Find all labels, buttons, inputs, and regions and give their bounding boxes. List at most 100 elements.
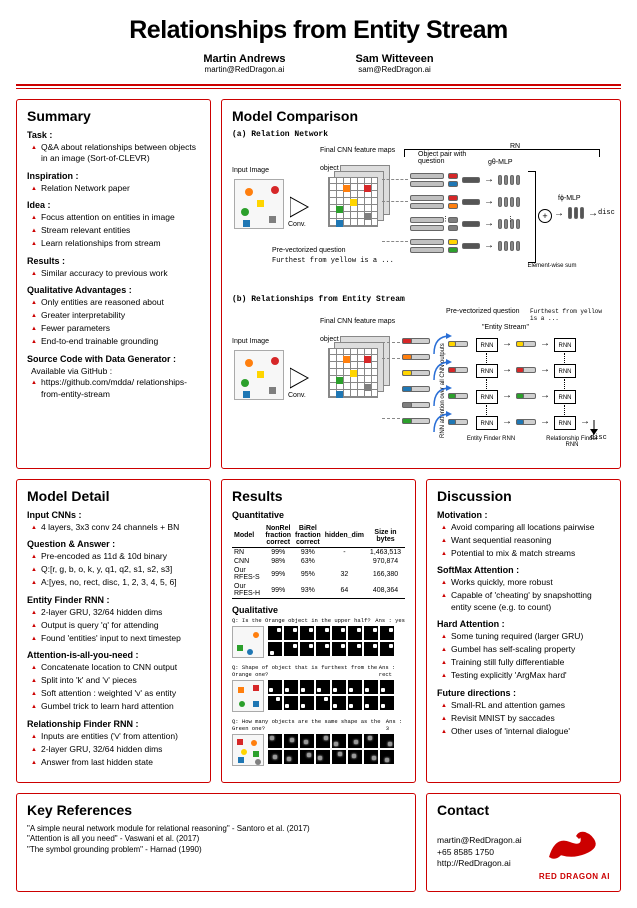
- table-cell: RN: [232, 548, 263, 558]
- qual-cell: [300, 680, 314, 694]
- results-title: Results: [232, 488, 405, 504]
- bullet-list: Avoid comparing all locations pairwiseWa…: [441, 522, 610, 559]
- qual-cell: [364, 750, 378, 764]
- qual-cell: [268, 680, 282, 694]
- qual-cell: [300, 642, 314, 656]
- authors-row: Martin Andrews martin@RedDragon.ai Sam W…: [16, 53, 621, 74]
- sum-icon: +: [538, 209, 552, 223]
- summary-title: Summary: [27, 108, 200, 124]
- bullet-item: Q:[r, g, b, o, k, y, q1, q2, s1, s2, s3]: [31, 564, 200, 575]
- model-detail-box: Model Detail Input CNNs :4 layers, 3x3 c…: [16, 479, 211, 783]
- qual-cell: [332, 680, 346, 694]
- table-cell: 970,874: [366, 557, 405, 566]
- bullet-item: Learn relationships from stream: [31, 238, 200, 249]
- bullet-item: End-to-end trainable grounding: [31, 336, 200, 347]
- bullet-list: Concatenate location to CNN outputSplit …: [31, 662, 200, 712]
- qual-row: [232, 626, 405, 658]
- section-head: Attention-is-all-you-need :: [27, 650, 200, 660]
- contact-email: martin@RedDragon.ai: [437, 835, 522, 847]
- qual-cell: [332, 750, 346, 764]
- bullet-list: 4 layers, 3x3 conv 24 channels + BN: [31, 522, 200, 533]
- discussion-box: Discussion Motivation :Avoid comparing a…: [426, 479, 621, 783]
- qual-cell: [300, 626, 314, 640]
- qual-input-image: [232, 626, 264, 658]
- section-head: Idea :: [27, 200, 200, 210]
- bullet-item: A:[yes, no, rect, disc, 1, 2, 3, 4, 5, 6…: [31, 577, 200, 588]
- diagram-label: Entity Finder RNN: [466, 436, 516, 442]
- qual-caption: Q: Shape of object that is furthest from…: [232, 664, 405, 678]
- qualitative-rows: Q: Is the Orange object in the upper hal…: [232, 617, 405, 766]
- diagram-label: ⋮: [507, 215, 514, 223]
- qual-cell: [380, 626, 394, 640]
- bullet-list: Some tuning required (larger GRU)Gumbel …: [441, 631, 610, 681]
- qual-cell: [316, 626, 330, 640]
- bullet-item: Stream relevant entities: [31, 225, 200, 236]
- diagram-label: ⋮: [442, 215, 449, 223]
- qual-caption: Q: How many objects are the same shape a…: [232, 718, 405, 732]
- table-cell: 1,463,513: [366, 548, 405, 558]
- key-references-box: Key References "A simple neural network …: [16, 793, 416, 892]
- qual-cell: [380, 734, 394, 748]
- table-row: Our RFES-H99%93%64408,364: [232, 582, 405, 599]
- table-cell: 93%: [293, 548, 323, 558]
- bullet-item: https://github.com/mdda/ relationships-f…: [31, 377, 200, 400]
- bullet-item: Inputs are entities ('v' from attention): [31, 731, 200, 742]
- table-cell: 95%: [293, 566, 323, 582]
- qual-cell: [284, 642, 298, 656]
- contact-phone: +65 8585 1750: [437, 847, 522, 859]
- qual-cell: [300, 696, 314, 710]
- table-cell: 166,380: [366, 566, 405, 582]
- relationship-finder-rnn: RNN: [554, 364, 576, 378]
- key-ref-2: "Attention is all you need" - Vaswani et…: [27, 834, 405, 844]
- section-head: Source Code with Data Generator :: [27, 354, 200, 364]
- table-header: NonRelfractioncorrect: [263, 524, 293, 548]
- qual-cell: [364, 696, 378, 710]
- section-head: Task :: [27, 130, 200, 140]
- diagram-label: disc: [598, 209, 615, 217]
- table-header: hidden_dim: [323, 524, 366, 548]
- diagram-label: object: [320, 165, 339, 172]
- qual-cell: [380, 750, 394, 764]
- panel-a-diagram: Input ImageConv.Final CNN feature mapsob…: [232, 143, 610, 293]
- table-cell: -: [323, 548, 366, 558]
- bullet-item: Q&A about relationships between objects …: [31, 142, 200, 165]
- model-comparison-box: Model Comparison (a) Relation Network In…: [221, 99, 621, 469]
- section-head: Input CNNs :: [27, 510, 200, 520]
- bullet-list: Similar accuracy to previous work: [31, 268, 200, 279]
- qual-cell: [284, 750, 298, 764]
- qual-cell: [332, 642, 346, 656]
- bullet-item: Greater interpretability: [31, 310, 200, 321]
- discussion-title: Discussion: [437, 488, 610, 504]
- qual-cell: [316, 750, 330, 764]
- entity-finder-rnn: RNN: [476, 390, 498, 404]
- diagram-label: "Entity Stream": [482, 324, 529, 331]
- qual-cell: [348, 696, 362, 710]
- bullet-list: Focus attention on entities in imageStre…: [31, 212, 200, 249]
- qual-cell: [380, 680, 394, 694]
- table-cell: 63%: [293, 557, 323, 566]
- diagram-label: Element-wise sum: [522, 263, 582, 269]
- diagram-label: Conv.: [288, 221, 306, 228]
- qual-cell: [348, 626, 362, 640]
- section-head: Entity Finder RNN :: [27, 595, 200, 605]
- bullet-item: Answer from last hidden state: [31, 757, 200, 768]
- qual-cell: [268, 642, 282, 656]
- bullet-item: Other uses of 'internal dialogue': [441, 726, 610, 737]
- section-head: Future directions :: [437, 688, 610, 698]
- diagram-label: Final CNN feature maps: [320, 147, 395, 154]
- qual-input-image: [232, 734, 264, 766]
- bullet-list: 2-layer GRU, 32/64 hidden dimsOutput is …: [31, 607, 200, 644]
- bullet-list: Works quickly, more robustCapable of 'ch…: [441, 577, 610, 613]
- bullet-list: Q&A about relationships between objects …: [31, 142, 200, 165]
- qualitative-label: Qualitative: [232, 605, 405, 615]
- panel-b-diagram: Input ImageConv.Final CNN feature mapsob…: [232, 308, 610, 458]
- divider-top-2: [16, 88, 621, 89]
- table-header: BiRelfractioncorrect: [293, 524, 323, 548]
- section-head: Hard Attention :: [437, 619, 610, 629]
- qual-caption: Q: Is the Orange object in the upper hal…: [232, 617, 405, 624]
- bullet-item: Relation Network paper: [31, 183, 200, 194]
- author-2-name: Sam Witteveen: [355, 53, 433, 65]
- table-cell: 99%: [263, 566, 293, 582]
- panel-a-label: (a) Relation Network: [232, 130, 610, 139]
- bullet-item: Found 'entities' input to next timestep: [31, 633, 200, 644]
